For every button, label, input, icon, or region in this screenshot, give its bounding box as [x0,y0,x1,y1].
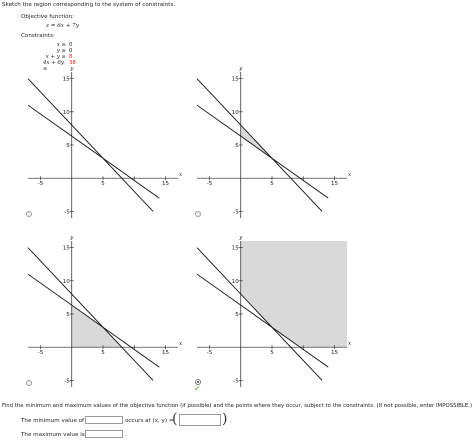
option-a-radio[interactable] [26,211,32,217]
graph-d: -5 5 15 15 10 5 -5 x y [196,235,352,387]
tick-label: 5 [235,143,239,149]
constraints-label: Constraints: [21,33,55,39]
tick-label: -5 [64,209,70,215]
constraint-rhs: 38 [69,60,76,67]
objective-label: Objective function: [21,14,75,20]
min-point-input[interactable] [179,414,221,426]
open-paren: ( [172,411,178,427]
min-value-input[interactable] [85,416,123,424]
option-b-radio[interactable] [195,211,201,217]
constraint-line-1 [196,247,323,381]
tick-label: 5 [66,143,70,149]
max-value-input[interactable] [85,430,123,438]
tick-label: -5 [207,350,213,356]
constraint-rhs: 0 [69,42,73,48]
min-occurs-label: occurs at (x, y) = [125,418,174,424]
min-label: The minimum value of [21,418,84,424]
tick-label: 5 [270,181,274,187]
feasible-region [71,305,122,348]
tick-label: 10 [63,279,70,285]
correct-check-icon: ✓ [194,384,201,393]
max-label: The maximum value is [21,432,85,438]
y-axis-label: y [69,66,74,72]
tick-label: 10 [232,110,239,116]
x-axis-label: x [179,341,183,347]
tick-label: -5 [38,350,44,356]
y-axis-label: y [238,235,243,241]
option-c-radio[interactable] [26,380,32,386]
tick-label: 5 [101,350,105,356]
instruction-text: Sketch the region corresponding to the s… [2,2,176,8]
constraint-row: x + y ≥ 8 [43,54,75,60]
constraint-line-1 [27,78,154,212]
constraint-line-2 [196,104,329,199]
y-axis-label: y [69,235,74,241]
close-paren: ) [222,411,228,427]
tick-label: 15 [232,246,239,252]
y-axis-label: y [238,66,243,72]
tick-label: 15 [63,77,70,83]
tick-label: 15 [162,350,169,356]
tick-label: 5 [66,312,70,318]
tick-label: -5 [64,378,70,384]
tick-label: 10 [63,110,70,116]
tick-label: -5 [233,378,239,384]
constraint-line-2 [27,104,160,199]
tick-label: 15 [232,77,239,83]
tick-label: 5 [235,312,239,318]
constraint-lhs: y ≥ [56,48,66,55]
objective-rhs: = 6x + 7y [50,23,79,29]
tick-label: -5 [38,181,44,187]
tick-label: 15 [331,350,338,356]
graph-a: -5 5 15 15 10 5 -5 x y [27,66,183,218]
graph-c: -5 5 15 15 10 5 -5 x y [27,235,183,387]
x-axis-label: x [348,172,352,178]
tick-label: 10 [232,279,239,285]
constraint-line-2 [27,273,160,368]
find-instructions: Find the minimum and maximum values of t… [2,403,473,409]
constraint-line-2 [196,273,329,368]
min-suffix: . [230,418,232,424]
tick-label: 15 [162,181,169,187]
constraint-row: y ≥ 0 [43,48,75,54]
tick-label: -5 [207,181,213,187]
constraint-rhs: 8 [69,54,73,61]
objective-lhs: z [46,23,49,29]
objective-function: z = 6x + 7y [46,23,79,29]
tick-label: 5 [270,350,274,356]
tick-label: 5 [101,181,105,187]
constraint-line-1 [27,247,154,381]
max-suffix: . [125,432,127,438]
tick-label: 15 [63,246,70,252]
tick-label: -5 [233,209,239,215]
constraint-rhs: 0 [69,48,73,55]
constraint-row: 4x + 6y ≥ 38 [43,60,76,73]
constraint-line-1 [196,78,323,212]
graph-b: -5 5 15 15 10 5 -5 x y [196,66,352,218]
feasible-region [240,241,347,348]
x-axis-label: x [179,172,183,178]
constraint-row: x ≥ 0 [43,42,75,48]
constraint-lhs: 4x + 6y ≥ [43,60,64,73]
constraint-lhs: x ≥ [56,42,66,48]
tick-label: 15 [331,181,338,187]
x-axis-label: x [348,341,352,347]
constraints-list: x ≥ 0 y ≥ 0 x + y ≥ 8 4x + 6y ≥ 38 [43,42,76,73]
constraint-lhs: x + y ≥ [45,54,66,61]
option-d-radio[interactable] [195,379,201,385]
